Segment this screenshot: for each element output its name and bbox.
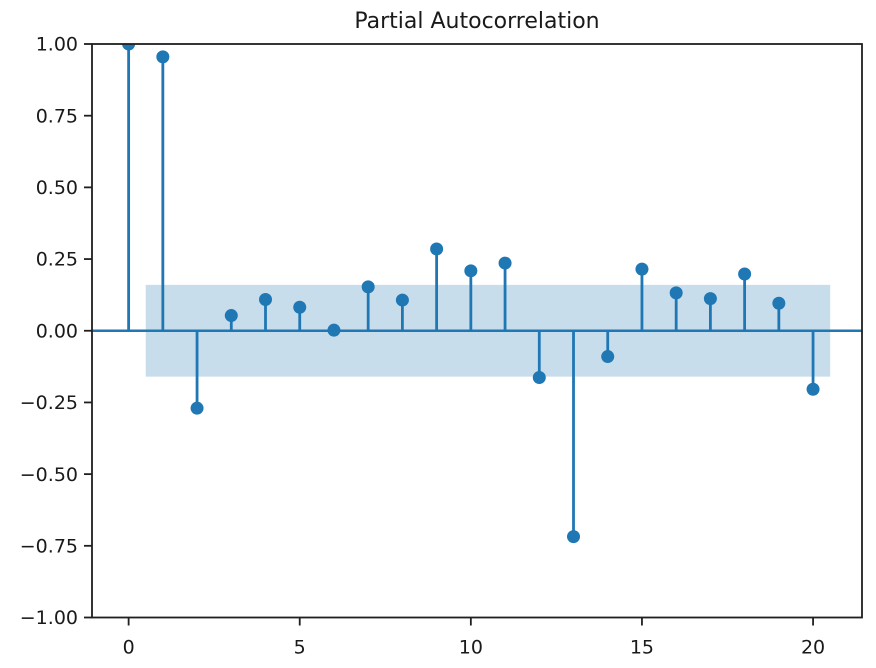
ticks-layer: 0 5 10 15 20 1.00 0.75 0.50 0.25 0.00 −0.25 −0.50 −0…	[20, 34, 825, 659]
stem-marker	[259, 292, 273, 306]
x-tick-label: 5	[294, 637, 306, 659]
stem-marker	[669, 286, 683, 300]
stem-marker	[703, 292, 717, 306]
stem-marker	[635, 262, 649, 276]
chart-title: Partial Autocorrelation	[354, 9, 599, 34]
y-tick-label: −0.25	[20, 392, 78, 414]
stem-marker	[361, 280, 375, 294]
stem-marker	[567, 530, 581, 544]
y-tick-label: 0.00	[36, 320, 78, 342]
stem-marker	[156, 50, 170, 64]
stem-marker	[224, 309, 238, 323]
stem-marker	[430, 242, 444, 256]
stem-marker	[293, 300, 307, 314]
stem-marker	[498, 256, 512, 270]
stems-layer	[122, 44, 820, 544]
y-tick-label: 0.50	[36, 177, 78, 199]
y-tick-label: 1.00	[36, 34, 78, 56]
stem-marker	[190, 401, 204, 415]
stem-marker	[738, 267, 752, 281]
y-tick-label: −1.00	[20, 607, 78, 629]
stem-marker	[601, 350, 615, 364]
stem-marker	[464, 264, 478, 278]
x-tick-label: 15	[630, 637, 654, 659]
stem-marker	[532, 370, 546, 384]
x-tick-label: 0	[123, 637, 135, 659]
stem-marker	[806, 382, 820, 396]
stem-marker	[772, 296, 786, 310]
x-tick-label: 10	[459, 637, 483, 659]
stem-marker	[122, 44, 136, 51]
y-tick-label: 0.75	[36, 105, 78, 127]
y-tick-label: −0.50	[20, 464, 78, 486]
x-tick-label: 20	[801, 637, 825, 659]
stem-marker	[395, 293, 409, 307]
y-tick-label: −0.75	[20, 535, 78, 557]
stem-marker	[327, 323, 341, 337]
y-tick-label: 0.25	[36, 249, 78, 271]
